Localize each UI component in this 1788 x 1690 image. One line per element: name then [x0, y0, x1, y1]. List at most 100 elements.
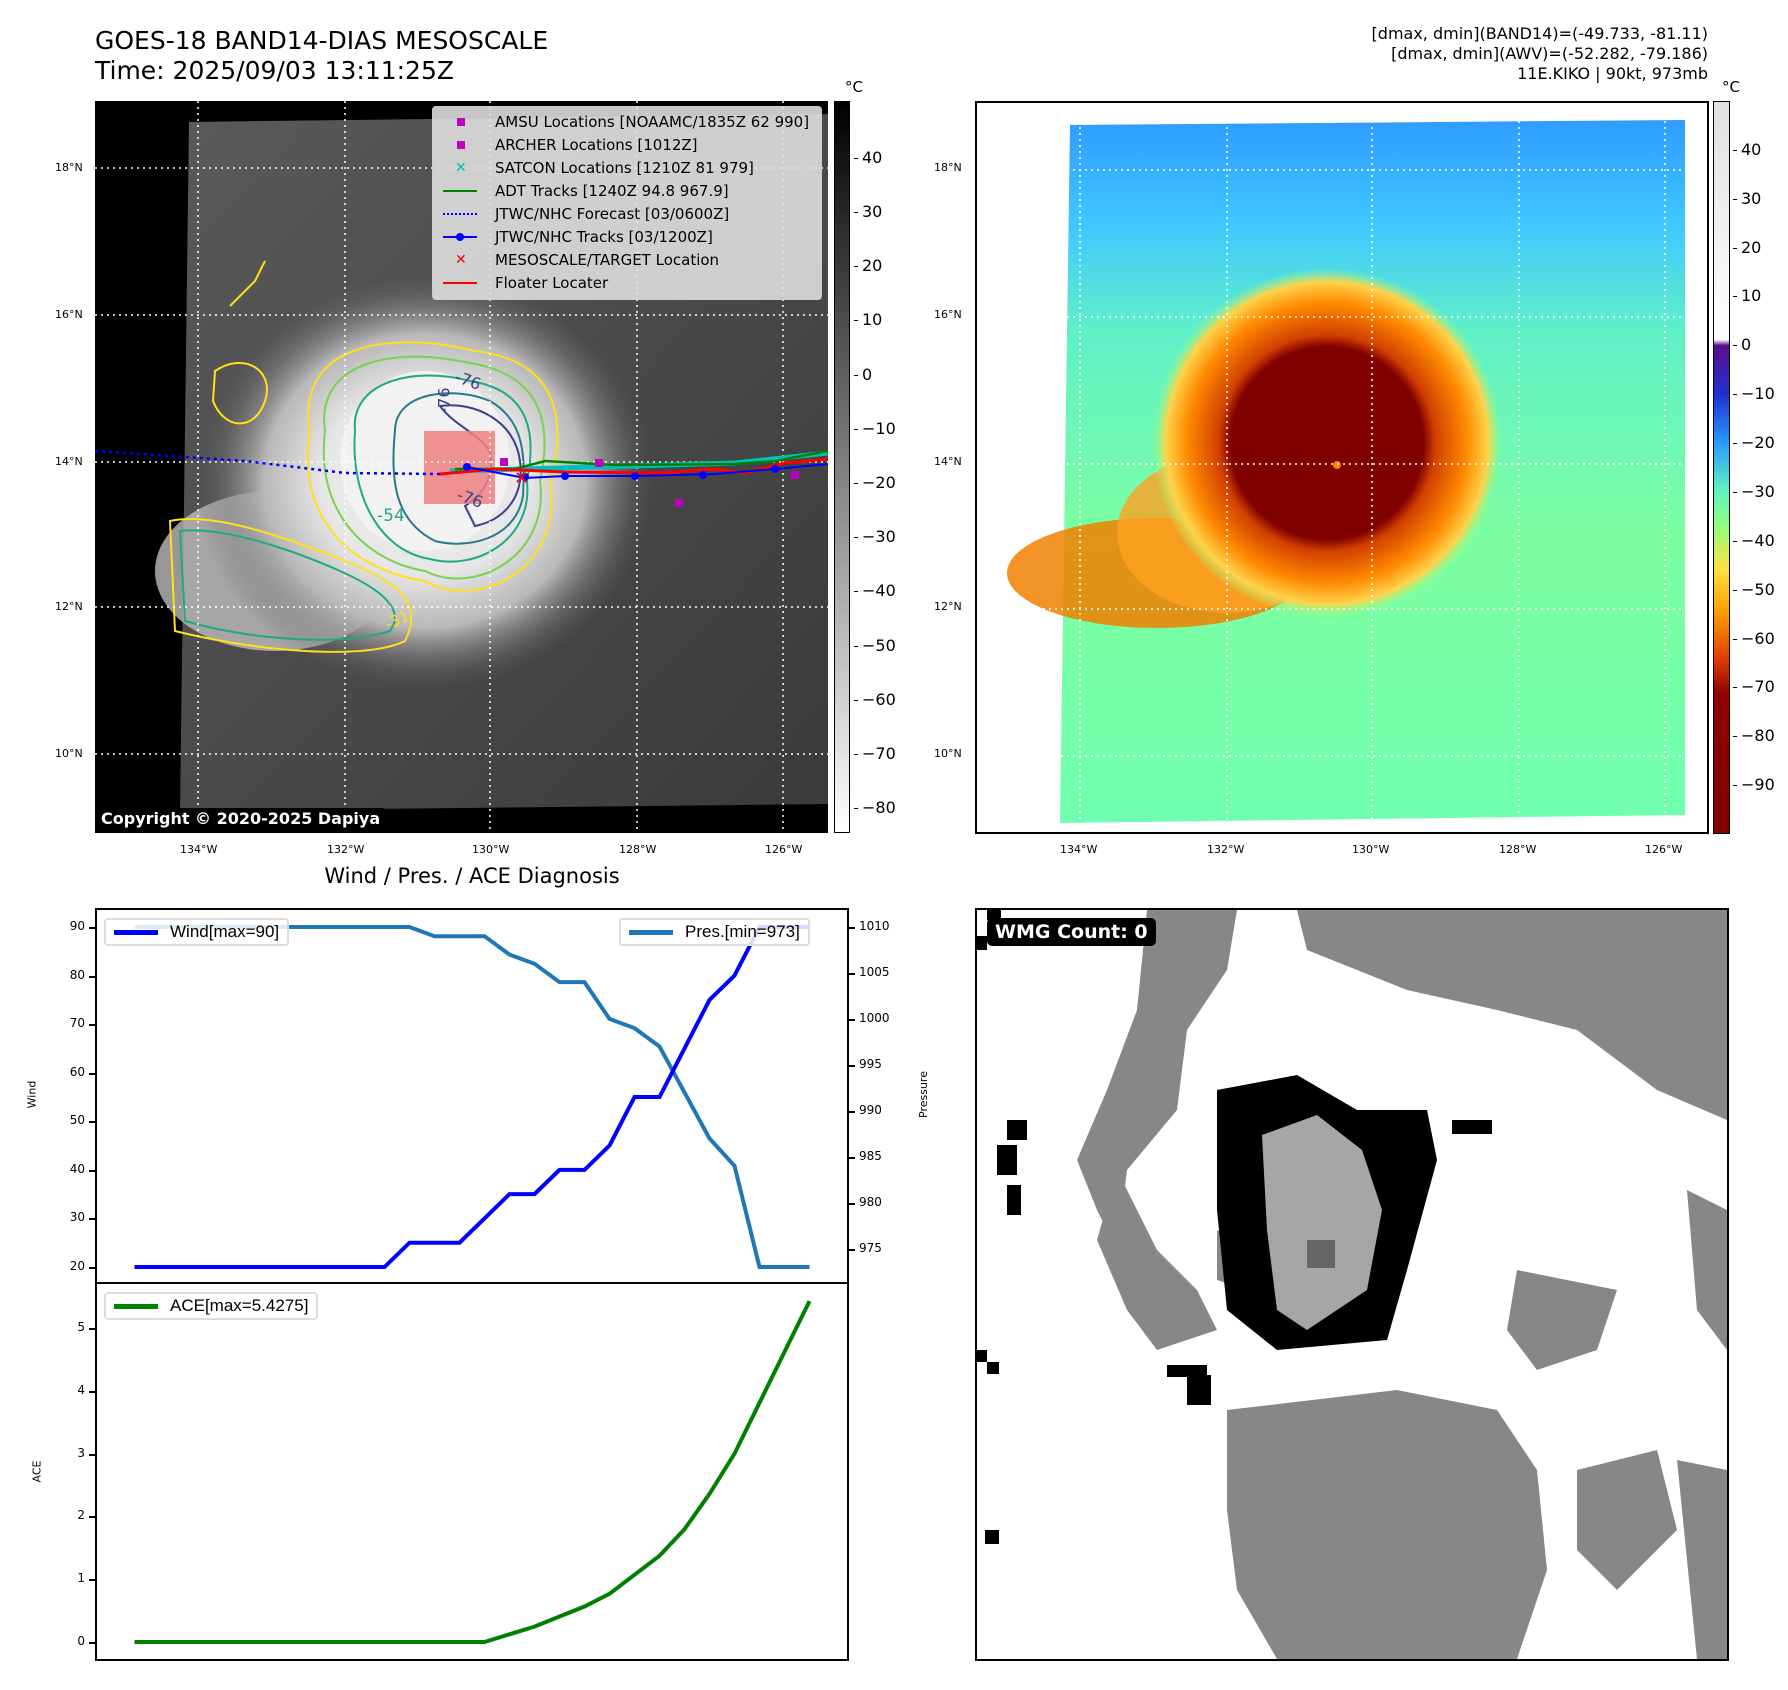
lat-label: 16°N	[55, 308, 83, 321]
pressure-axis-tick-mark	[849, 927, 855, 929]
ir-colorbar-tick-label: −70	[862, 743, 896, 763]
legend-item: ✕ MESOSCALE/TARGET Location	[441, 249, 719, 271]
ir-colorbar-tick-label: −80	[862, 798, 896, 818]
awv-colorbar-tick-mark	[1733, 687, 1737, 689]
pressure-axis-tick-label: 995	[859, 1056, 882, 1071]
ace-axis-tick-label: 0	[77, 1633, 85, 1648]
legend-label: MESOSCALE/TARGET Location	[495, 251, 720, 269]
awv-colorbar-tick-mark	[1733, 198, 1737, 200]
legend-item: ✕ SATCON Locations [1210Z 81 979]	[441, 157, 754, 179]
ir-colorbar-tick-label: −20	[862, 472, 896, 492]
awv-colorbar-tick-mark	[1733, 785, 1737, 787]
awv-colorbar-tick-label: −70	[1741, 677, 1775, 697]
legend-item: Floater Locater	[441, 272, 608, 294]
ace-axis-tick-mark	[89, 1641, 95, 1644]
ir-colorbar-tick-mark	[854, 428, 858, 430]
wind-pressure-plot	[134, 925, 810, 1269]
target-marker: ✕	[514, 468, 529, 489]
pressure-legend: Pres.[min=973]	[619, 918, 810, 946]
pressure-axis-tick-mark	[849, 1018, 855, 1021]
awv-colorbar-tick-mark	[1733, 149, 1737, 151]
awv-colorbar-tick-label: −80	[1741, 726, 1775, 746]
legend-label: AMSU Locations [NOAAMC/1835Z 62 990]	[495, 113, 810, 131]
legend-label: SATCON Locations [1210Z 81 979]	[495, 159, 754, 177]
legend-symbol-icon	[441, 111, 481, 133]
awv-colorbar-tick-label: −10	[1741, 384, 1775, 404]
ir-colorbar-tick-label: 40	[862, 147, 883, 167]
ir-colorbar-tick-mark	[854, 320, 858, 322]
awv-colorbar-tick-label: −60	[1741, 628, 1775, 648]
ace-axis-tick-mark	[89, 1390, 95, 1393]
legend-symbol-icon	[441, 203, 481, 225]
ace-line	[134, 1300, 812, 1644]
legend-item: AMSU Locations [NOAAMC/1835Z 62 990]	[441, 111, 809, 133]
legend-label: Floater Locater	[495, 274, 609, 292]
ir-colorbar-tick-mark	[854, 212, 858, 214]
awv-colorbar-tick-label: 30	[1741, 188, 1762, 208]
awv-colorbar-tick-label: −40	[1741, 530, 1775, 550]
wind-axis-tick-mark	[89, 975, 95, 978]
floater-track	[439, 457, 828, 476]
wmg-panel	[975, 908, 1729, 1661]
awv-colorbar-tick-label: −90	[1741, 775, 1775, 795]
awv-colorbar-tick-label: −20	[1741, 433, 1775, 453]
ace-chart	[95, 1282, 849, 1661]
legend-symbol-icon	[441, 226, 481, 248]
lon-label: 130°W	[1352, 843, 1390, 856]
wind-pressure-chart	[95, 908, 849, 1286]
wind-axis-tick-mark	[89, 1267, 95, 1269]
wind-axis-tick-label: 20	[69, 1259, 85, 1273]
awv-colorbar-tick-label: 10	[1741, 286, 1762, 306]
ir-colorbar-tick-mark	[854, 591, 858, 593]
wmg-grid-image	[977, 910, 1727, 1659]
ir-colorbar-tick-mark	[854, 157, 858, 159]
wind-legend-line	[114, 930, 158, 936]
lon-label: 130°W	[472, 843, 510, 856]
legend-label: ARCHER Locations [1012Z]	[495, 136, 698, 154]
awv-colorbar-tick-mark	[1733, 345, 1737, 347]
ir-colorbar-tick-mark	[854, 699, 858, 701]
awv-colorbar-tick-label: −50	[1741, 579, 1775, 599]
pressure-axis-tick-mark	[849, 1248, 855, 1251]
wind-axis-tick-label: 80	[69, 967, 85, 982]
pressure-axis-tick-mark	[849, 1110, 855, 1113]
ir-colorbar-tick-mark	[854, 537, 858, 539]
ace-plot	[134, 1300, 812, 1644]
amsu-archer-markers	[500, 458, 799, 507]
legend-symbol-icon: ✕	[455, 252, 467, 268]
wind-axis-tick-label: 90	[69, 919, 85, 933]
awv-colorbar-tick-label: 40	[1741, 139, 1762, 159]
awv-colorbar-unit: °C	[1722, 78, 1740, 96]
awv-satellite-image	[977, 103, 1707, 832]
lon-label: 128°W	[1499, 843, 1537, 856]
awv-map-panel	[975, 101, 1709, 834]
ir-colorbar-tick-label: −10	[862, 418, 896, 438]
wind-axis-tick-mark	[89, 1121, 95, 1124]
lat-label: 12°N	[55, 600, 83, 613]
pressure-legend-label: Pres.[min=973]	[685, 922, 800, 941]
ir-colorbar-tick-mark	[854, 645, 858, 647]
awv-colorbar-tick-mark	[1733, 540, 1737, 542]
contour-label: -54	[377, 506, 405, 526]
lon-label: 132°W	[1207, 843, 1245, 856]
ace-axis-tick-label: 5	[77, 1319, 85, 1334]
pressure-line	[134, 925, 810, 1269]
jtwc-track-points	[463, 463, 779, 481]
pressure-axis-tick-label: 1005	[859, 964, 890, 979]
awv-colorbar-tick-mark	[1733, 247, 1737, 249]
wind-axis-tick-mark	[89, 927, 95, 929]
wind-axis-label: Wind	[25, 1080, 39, 1109]
legend-label: ADT Tracks [1240Z 94.8 967.9]	[495, 182, 729, 200]
ir-colorbar-tick-label: −50	[862, 635, 896, 655]
pressure-axis-tick-mark	[849, 1064, 855, 1067]
ir-map-legend: AMSU Locations [NOAAMC/1835Z 62 990] ARCH…	[432, 106, 822, 300]
legend-symbol-icon	[441, 180, 481, 202]
wind-axis-tick-mark	[89, 1218, 95, 1221]
ir-colorbar-tick-mark	[854, 808, 858, 810]
lat-label: 10°N	[934, 747, 962, 760]
ace-legend-label: ACE[max=5.4275]	[170, 1296, 309, 1315]
ir-colorbar-tick-mark	[854, 753, 858, 755]
contour-label: -76	[434, 387, 454, 414]
wind-line	[134, 925, 810, 1269]
pressure-axis-tick-label: 1000	[859, 1010, 890, 1025]
